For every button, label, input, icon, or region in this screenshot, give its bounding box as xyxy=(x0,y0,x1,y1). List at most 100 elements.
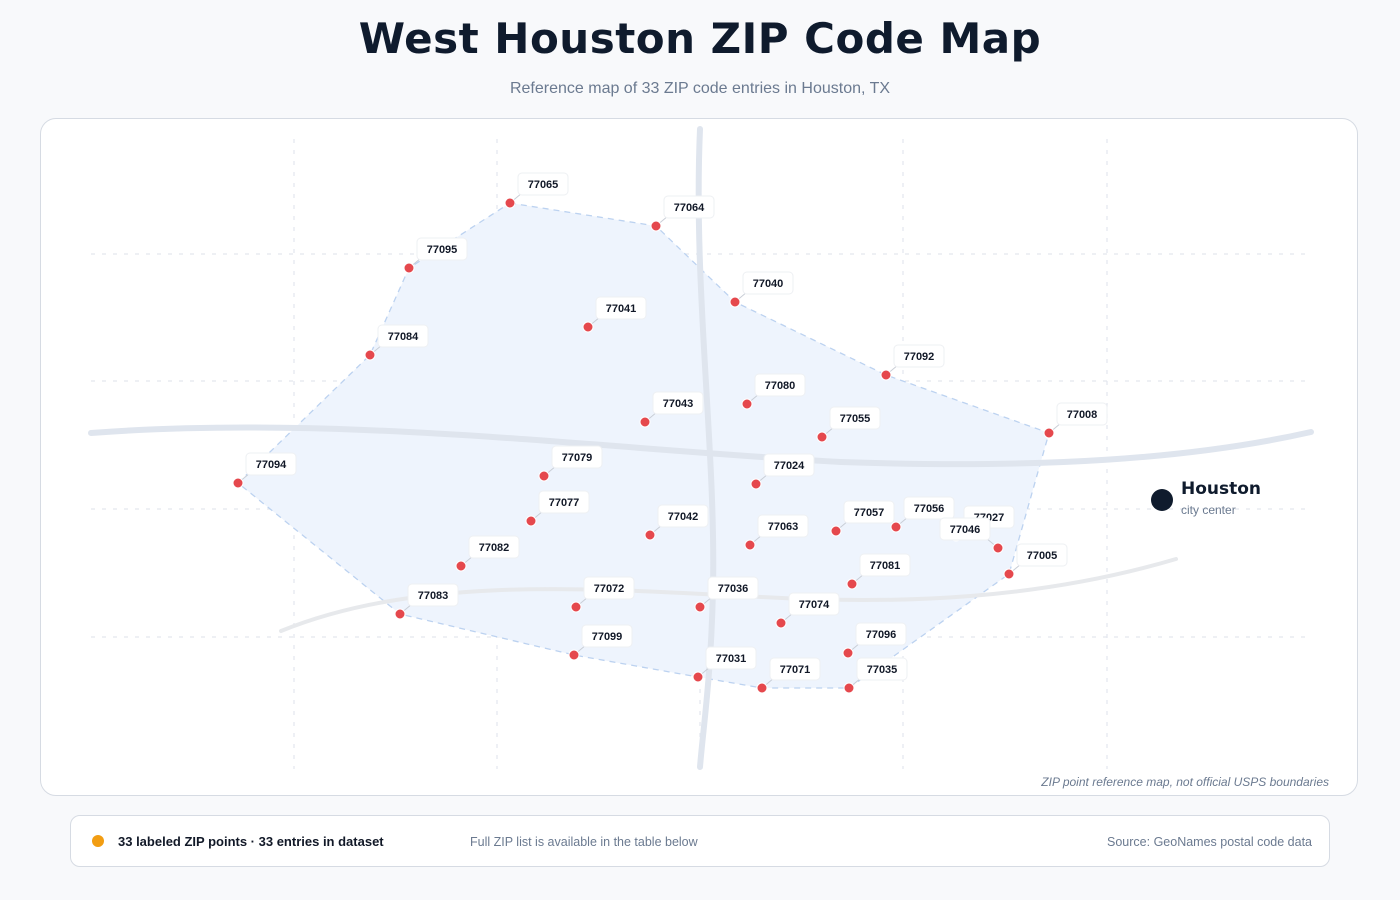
zip-marker[interactable] xyxy=(232,477,244,489)
zip-point[interactable]: 77074 xyxy=(775,592,840,629)
zip-marker[interactable] xyxy=(694,601,706,613)
zip-marker[interactable] xyxy=(644,529,656,541)
zip-marker[interactable] xyxy=(525,515,537,527)
zip-marker[interactable] xyxy=(843,682,855,694)
zip-label-box xyxy=(663,195,715,219)
zip-point[interactable]: 77036 xyxy=(694,576,759,613)
zip-label: 77041 xyxy=(606,303,637,315)
zip-label-box xyxy=(788,592,840,616)
zip-label: 77095 xyxy=(427,244,458,256)
zip-marker[interactable] xyxy=(756,682,768,694)
zip-label-box xyxy=(407,583,459,607)
zip-marker[interactable] xyxy=(570,601,582,613)
zip-label: 77008 xyxy=(1067,409,1098,421)
zip-marker[interactable] xyxy=(639,416,651,428)
zip-label: 77081 xyxy=(870,560,901,572)
zip-point[interactable]: 77080 xyxy=(741,373,806,410)
zip-marker[interactable] xyxy=(750,478,762,490)
zip-marker[interactable] xyxy=(842,647,854,659)
zip-marker[interactable] xyxy=(1043,427,1055,439)
zip-point[interactable]: 77072 xyxy=(570,576,635,613)
zip-point[interactable]: 77056 xyxy=(890,496,955,533)
zip-point[interactable]: 77063 xyxy=(744,514,809,551)
zip-marker[interactable] xyxy=(741,398,753,410)
zip-point[interactable]: 77040 xyxy=(729,271,794,308)
zip-label-box xyxy=(843,500,895,524)
zip-point[interactable]: 77083 xyxy=(394,583,459,620)
map-footer: 33 labeled ZIP points · 33 entries in da… xyxy=(70,815,1330,867)
zip-marker[interactable] xyxy=(1003,568,1015,580)
page-subtitle: Reference map of 33 ZIP code entries in … xyxy=(509,80,891,97)
zip-marker[interactable] xyxy=(394,608,406,620)
zip-label: 77040 xyxy=(753,278,784,290)
zip-point[interactable]: 77008 xyxy=(1043,402,1108,439)
zip-point[interactable]: 77065 xyxy=(504,172,569,209)
zip-label: 77092 xyxy=(904,351,935,363)
zip-point[interactable]: 77099 xyxy=(568,624,633,661)
zip-point[interactable]: 77031 xyxy=(692,646,757,683)
zip-label-box xyxy=(551,445,603,469)
zip-label-box xyxy=(754,373,806,397)
zip-marker[interactable] xyxy=(364,349,376,361)
zip-label: 77055 xyxy=(840,413,871,425)
zip-point[interactable]: 77094 xyxy=(232,452,297,489)
zip-point[interactable]: 77035 xyxy=(843,657,908,694)
zip-label: 77057 xyxy=(854,507,885,519)
city-center-marker[interactable] xyxy=(1151,489,1173,511)
zip-point[interactable]: 77096 xyxy=(842,622,907,659)
zip-marker[interactable] xyxy=(403,262,415,274)
zip-marker[interactable] xyxy=(568,649,580,661)
zip-marker[interactable] xyxy=(692,671,704,683)
zip-point[interactable]: 77081 xyxy=(846,553,911,590)
zip-label: 77042 xyxy=(668,511,699,523)
zip-marker[interactable] xyxy=(729,296,741,308)
city-center[interactable]: Houston city center xyxy=(1151,479,1261,517)
zip-marker[interactable] xyxy=(846,578,858,590)
zip-marker[interactable] xyxy=(992,542,1004,554)
zip-marker[interactable] xyxy=(538,470,550,482)
zip-label: 77024 xyxy=(774,460,805,472)
city-caption: city center xyxy=(1181,503,1236,517)
zip-point[interactable]: 77095 xyxy=(403,237,468,274)
zip-point[interactable]: 77041 xyxy=(582,296,647,333)
zip-point[interactable]: 77005 xyxy=(1003,543,1068,580)
zip-marker[interactable] xyxy=(890,521,902,533)
footer-summary: 33 labeled ZIP points · 33 entries in da… xyxy=(118,834,384,849)
zip-label-box xyxy=(468,535,520,559)
zip-point[interactable]: 77084 xyxy=(364,324,429,361)
zip-point[interactable]: 77042 xyxy=(644,504,709,541)
zip-point[interactable]: 77077 xyxy=(525,490,590,527)
zip-label-box xyxy=(856,657,908,681)
zip-label-box xyxy=(859,553,911,577)
zip-point[interactable]: 77046 xyxy=(939,517,1004,554)
zip-point[interactable]: 77082 xyxy=(455,535,520,572)
zip-marker[interactable] xyxy=(775,617,787,629)
zip-point[interactable]: 77043 xyxy=(639,391,704,428)
map-panel[interactable]: 77065 77064 77095 77040 77041 77084 77092 77080… xyxy=(40,118,1358,796)
zip-label: 77005 xyxy=(1027,550,1058,562)
zip-point[interactable]: 77071 xyxy=(756,657,821,694)
zip-marker[interactable] xyxy=(455,560,467,572)
zip-marker[interactable] xyxy=(504,197,516,209)
zip-label-box xyxy=(245,452,297,476)
zip-point[interactable]: 77064 xyxy=(650,195,715,232)
zip-marker[interactable] xyxy=(830,525,842,537)
zip-point[interactable]: 77057 xyxy=(830,500,895,537)
zip-label-box xyxy=(769,657,821,681)
zip-label: 77099 xyxy=(592,631,623,643)
zip-marker[interactable] xyxy=(744,539,756,551)
zip-marker[interactable] xyxy=(880,369,892,381)
zip-point[interactable]: 77092 xyxy=(880,344,945,381)
zip-marker[interactable] xyxy=(650,220,662,232)
zip-label: 77031 xyxy=(716,653,747,665)
zip-label-box xyxy=(657,504,709,528)
city-name: Houston xyxy=(1181,479,1261,499)
zip-point[interactable]: 77055 xyxy=(816,406,881,443)
map-canvas[interactable]: 77065 77064 77095 77040 77041 77084 77092 77080… xyxy=(41,119,1358,796)
zip-marker[interactable] xyxy=(582,321,594,333)
zip-point[interactable]: 77024 xyxy=(750,453,815,490)
zip-point[interactable]: 77079 xyxy=(538,445,603,482)
zip-label: 77084 xyxy=(388,331,419,343)
zip-marker[interactable] xyxy=(816,431,828,443)
zip-label-box xyxy=(416,237,468,261)
